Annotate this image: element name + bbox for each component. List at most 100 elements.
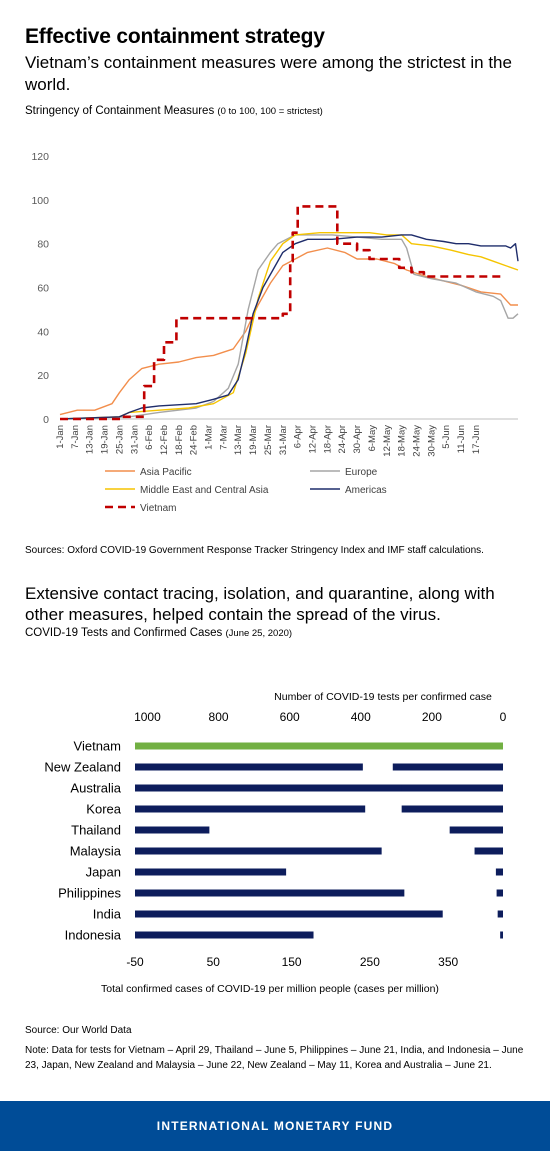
category-label: Philippines <box>58 886 121 901</box>
category-label: Thailand <box>71 823 121 838</box>
chart1-label-small: (0 to 100, 100 = strictest) <box>217 106 323 117</box>
tests-bar <box>449 826 503 834</box>
y-tick-label: 100 <box>31 195 49 207</box>
series-line-americas <box>59 234 519 420</box>
cases-bar <box>135 805 366 813</box>
chart1-label: Stringency of Containment Measures (0 to… <box>25 105 323 117</box>
y-tick-label: 120 <box>31 151 49 163</box>
y-tick-label: 40 <box>37 326 49 338</box>
x-tick-label: 24-Apr <box>337 425 348 454</box>
x-tick-label: 18-May <box>397 425 408 457</box>
page-subtitle: Vietnam’s containment measures were amon… <box>25 53 512 94</box>
top-axis-tick: 800 <box>209 710 229 724</box>
x-tick-label: 13-Jan <box>85 425 96 454</box>
x-tick-label: 12-Apr <box>308 425 319 454</box>
x-tick-label: 1-Mar <box>204 425 215 450</box>
chart2-label-main: COVID-19 Tests and Confirmed Cases <box>25 627 223 639</box>
cases-bar <box>135 784 405 792</box>
x-tick-label: 17-Jun <box>471 425 482 454</box>
x-tick-label: 6-Apr <box>293 425 304 448</box>
tests-bar <box>401 784 503 792</box>
tests-bar <box>392 763 503 771</box>
cases-bar <box>135 931 314 939</box>
top-axis-tick: 0 <box>500 710 507 724</box>
chart2-label-small: (June 25, 2020) <box>225 628 293 639</box>
chart1-label-main: Stringency of Containment Measures <box>25 105 215 117</box>
x-tick-label: 18-Feb <box>174 425 185 455</box>
top-axis-tick: 600 <box>280 710 300 724</box>
category-label: Indonesia <box>65 928 122 943</box>
tests-cases-bar-chart: Number of COVID-19 tests per confirmed c… <box>44 691 507 995</box>
top-axis-title: Number of COVID-19 tests per confirmed c… <box>274 691 492 703</box>
x-tick-label: 25-Mar <box>263 425 274 455</box>
legend-label: Vietnam <box>140 503 177 514</box>
tests-bar <box>135 742 503 750</box>
category-label: New Zealand <box>44 760 121 775</box>
bottom-axis-tick: -50 <box>126 955 144 969</box>
x-tick-label: 24-Feb <box>189 425 200 455</box>
x-tick-label: 19-Mar <box>248 425 259 455</box>
y-tick-label: 80 <box>37 239 49 251</box>
bottom-axis-tick: 50 <box>207 955 221 969</box>
x-tick-label: 5-Jun <box>441 425 452 449</box>
bottom-axis-title: Total confirmed cases of COVID-19 per mi… <box>101 983 439 995</box>
legend-label: Americas <box>345 485 387 496</box>
category-label: Australia <box>70 781 121 796</box>
legend-label: Asia Pacific <box>140 467 192 478</box>
x-tick-label: 18-Apr <box>322 425 333 454</box>
cases-bar <box>135 826 210 834</box>
x-tick-label: 25-Jan <box>114 425 125 454</box>
x-tick-label: 12-Feb <box>159 425 170 455</box>
series-line-europe <box>59 234 519 420</box>
bottom-axis-tick: 350 <box>438 955 458 969</box>
legend-label: Europe <box>345 467 378 478</box>
tests-bar <box>474 847 503 855</box>
x-tick-label: 19-Jan <box>100 425 111 454</box>
footer-org-name: INTERNATIONAL MONETARY FUND <box>156 1119 394 1133</box>
bottom-axis-tick: 150 <box>282 955 302 969</box>
x-tick-label: 30-May <box>426 425 437 457</box>
x-tick-label: 24-May <box>411 425 422 457</box>
chart2-label: COVID-19 Tests and Confirmed Cases (June… <box>25 627 292 639</box>
x-tick-label: 1-Jan <box>55 425 66 449</box>
y-tick-label: 0 <box>43 414 49 426</box>
tests-bar <box>500 931 503 939</box>
y-tick-label: 20 <box>37 370 49 382</box>
x-tick-label: 6-Feb <box>144 425 155 450</box>
category-label: Vietnam <box>74 739 121 754</box>
series-line-middle-east-and-central-asia <box>59 232 519 420</box>
tests-bar <box>401 805 503 813</box>
x-tick-label: 11-Jun <box>456 425 467 453</box>
category-label: Korea <box>86 802 121 817</box>
chart2-note: Note: Data for tests for Vietnam – April… <box>25 1045 524 1071</box>
bottom-axis-tick: 250 <box>360 955 380 969</box>
x-tick-label: 31-Mar <box>278 425 289 455</box>
cases-bar <box>135 889 405 897</box>
cases-bar <box>135 847 382 855</box>
x-tick-label: 6-May <box>367 425 378 452</box>
category-label: Malaysia <box>70 844 122 859</box>
tests-bar <box>496 889 503 897</box>
legend-label: Middle East and Central Asia <box>140 485 269 496</box>
x-tick-label: 7-Jan <box>70 425 81 449</box>
top-axis-tick: 200 <box>422 710 442 724</box>
x-tick-label: 30-Apr <box>352 425 363 454</box>
chart1-sources: Sources: Oxford COVID-19 Government Resp… <box>25 545 484 556</box>
tests-bar <box>495 868 503 876</box>
x-tick-label: 31-Jan <box>129 425 140 454</box>
chart2-source: Source: Our World Data <box>25 1025 132 1036</box>
cases-bar <box>135 910 443 918</box>
imf-footer: INTERNATIONAL MONETARY FUND <box>0 1101 550 1151</box>
cases-bar <box>135 868 287 876</box>
top-axis-tick: 400 <box>351 710 371 724</box>
section2-subtitle: Extensive contact tracing, isolation, an… <box>25 584 495 624</box>
series-line-vietnam <box>60 205 501 421</box>
page-title: Effective containment strategy <box>25 25 325 48</box>
x-tick-label: 13-Mar <box>233 425 244 455</box>
tests-bar <box>497 910 503 918</box>
x-tick-label: 12-May <box>382 425 393 457</box>
cases-bar <box>135 763 363 771</box>
category-label: India <box>93 907 122 922</box>
category-label: Japan <box>86 865 121 880</box>
